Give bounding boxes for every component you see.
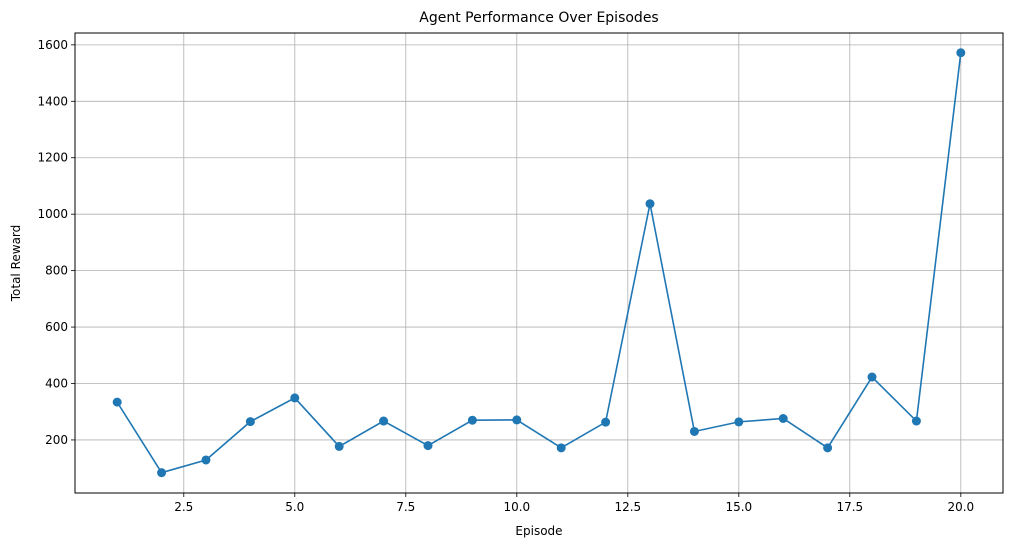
data-point (956, 48, 966, 58)
x-axis-ticks: 2.5 5.0 7.5 10.0 12.5 15.0 17.5 20.0 (174, 493, 974, 514)
y-tick-label: 400 (45, 377, 68, 391)
y-axis-label: Total Reward (9, 225, 23, 303)
x-tick-label: 5.0 (285, 500, 304, 514)
y-tick-label: 1000 (37, 207, 68, 221)
y-tick-label: 200 (45, 433, 68, 447)
data-point (645, 199, 655, 209)
data-point (512, 415, 522, 425)
data-point (290, 393, 300, 403)
y-tick-label: 800 (45, 264, 68, 278)
chart-title: Agent Performance Over Episodes (419, 10, 658, 26)
x-tick-label: 2.5 (174, 500, 193, 514)
data-point (112, 397, 122, 407)
data-point (423, 441, 433, 451)
y-tick-label: 1200 (37, 151, 68, 165)
x-tick-label: 7.5 (396, 500, 415, 514)
x-tick-label: 17.5 (836, 500, 863, 514)
x-tick-label: 15.0 (725, 500, 752, 514)
y-tick-label: 1600 (37, 38, 68, 52)
x-tick-label: 12.5 (614, 500, 641, 514)
data-point (467, 415, 477, 425)
data-point (379, 416, 389, 426)
series-layer (112, 48, 966, 478)
x-tick-label: 20.0 (947, 500, 974, 514)
data-point (334, 441, 344, 451)
grid (75, 33, 1003, 493)
data-point (911, 416, 921, 426)
plot-frame (74, 32, 1004, 494)
data-point (689, 426, 699, 436)
data-point (245, 417, 255, 427)
y-axis-ticks: 200 400 600 800 1000 1200 1400 1600 (37, 38, 75, 447)
data-point (157, 468, 167, 478)
y-tick-label: 1400 (37, 94, 68, 108)
x-tick-label: 10.0 (503, 500, 530, 514)
y-tick-label: 600 (45, 320, 68, 334)
data-point (734, 417, 744, 427)
data-point (778, 413, 788, 423)
data-point (601, 417, 611, 427)
data-point (556, 443, 566, 453)
data-point (867, 372, 877, 382)
series-line (116, 52, 962, 474)
data-point (823, 443, 833, 453)
x-axis-label: Episode (515, 524, 562, 538)
data-point (201, 455, 211, 465)
